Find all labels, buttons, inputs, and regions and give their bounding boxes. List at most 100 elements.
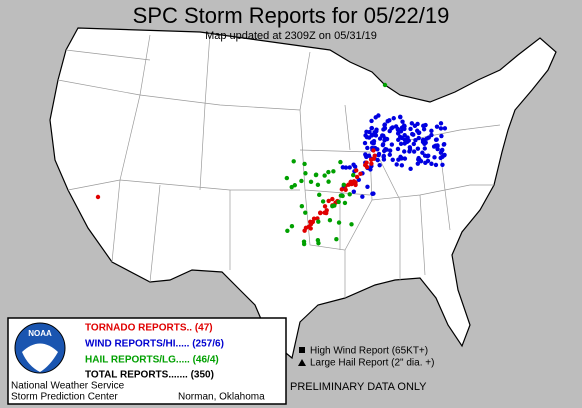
report-dot	[369, 125, 375, 131]
report-dot	[440, 162, 445, 167]
report-dot	[438, 121, 444, 126]
report-dot	[398, 141, 404, 147]
report-dot	[402, 137, 407, 142]
report-dot	[289, 224, 295, 229]
report-dot	[384, 136, 390, 142]
report-dot	[429, 128, 434, 134]
report-dot	[433, 137, 439, 142]
report-dot	[433, 162, 439, 168]
report-dot	[377, 162, 382, 168]
tornado-count: TORNADO REPORTS.. (47)	[85, 323, 213, 334]
report-dot	[371, 191, 376, 196]
report-dot	[399, 125, 405, 130]
report-dot	[432, 155, 437, 160]
report-dot	[299, 204, 305, 209]
report-dot	[317, 192, 322, 198]
report-dot	[390, 125, 395, 130]
subtitle: Map updated at 2309Z on 05/31/19	[205, 30, 377, 42]
location: Norman, Oklahoma	[178, 392, 265, 403]
report-dot	[387, 152, 392, 157]
report-dot	[336, 199, 341, 205]
report-dot	[402, 132, 407, 138]
report-dot	[340, 165, 346, 170]
report-dot	[434, 124, 440, 129]
report-dot	[284, 175, 290, 181]
report-dot	[364, 129, 369, 135]
report-dot	[395, 146, 401, 152]
report-dot	[369, 161, 374, 166]
report-dot	[399, 163, 405, 168]
report-dot	[341, 182, 346, 188]
report-dot	[408, 166, 413, 172]
report-dot	[369, 118, 374, 124]
report-dot	[381, 133, 386, 138]
report-dot	[442, 126, 448, 131]
report-dot	[340, 193, 345, 199]
report-dot	[327, 218, 333, 223]
report-dot	[377, 136, 383, 141]
report-dot	[342, 200, 348, 206]
report-dot	[416, 135, 421, 141]
report-dot	[435, 143, 440, 149]
report-dot	[423, 122, 428, 128]
hail-count: HAIL REPORTS/LG..... (46/4)	[85, 355, 219, 366]
report-dot	[407, 147, 413, 152]
report-dot	[380, 142, 386, 147]
report-dot	[353, 180, 358, 185]
report-dot	[315, 182, 321, 188]
report-dot	[425, 153, 430, 159]
report-dot	[423, 140, 428, 145]
report-dot	[318, 210, 323, 215]
report-dot	[381, 154, 386, 159]
report-dot	[365, 184, 370, 189]
report-dot	[373, 115, 378, 120]
report-dot	[291, 159, 296, 164]
report-dot	[375, 157, 380, 163]
report-dot	[303, 171, 308, 176]
report-dot	[398, 114, 403, 120]
report-dot	[322, 173, 327, 178]
report-dot	[389, 142, 395, 147]
report-dot	[363, 133, 368, 138]
report-dot	[412, 123, 418, 129]
large-hail-symbol	[298, 359, 306, 366]
report-dot	[438, 155, 443, 161]
report-dot	[429, 161, 434, 166]
report-dot	[330, 196, 335, 202]
report-dot	[382, 122, 388, 127]
report-dot	[326, 179, 331, 184]
report-dot	[322, 204, 328, 209]
report-dot	[334, 236, 339, 242]
report-dot	[409, 121, 415, 126]
report-markers	[95, 82, 448, 247]
title: SPC Storm Reports for 05/22/19	[133, 3, 450, 28]
report-dot	[369, 133, 375, 138]
report-dot	[438, 126, 444, 131]
report-dot	[393, 124, 399, 129]
report-dot	[390, 157, 395, 162]
state-lines	[57, 32, 501, 298]
report-dot	[368, 157, 374, 162]
total-count: TOTAL REPORTS....... (350)	[85, 370, 214, 381]
report-dot	[382, 148, 387, 154]
report-dot	[351, 172, 356, 178]
report-dot	[423, 160, 428, 166]
report-dot	[311, 216, 317, 221]
report-dot	[415, 146, 421, 151]
report-dot	[440, 147, 445, 153]
report-dot	[421, 127, 427, 132]
report-dot	[371, 148, 376, 153]
report-dot	[336, 220, 342, 225]
report-dot	[354, 174, 360, 180]
report-dot	[360, 194, 365, 199]
report-dot	[415, 161, 421, 166]
report-dot	[431, 144, 437, 149]
report-dot	[343, 187, 348, 192]
report-dot	[316, 219, 321, 224]
report-dot	[289, 184, 294, 190]
report-dot	[349, 181, 354, 187]
report-dot	[396, 137, 401, 143]
report-dot	[396, 157, 401, 162]
report-dot	[347, 192, 352, 197]
